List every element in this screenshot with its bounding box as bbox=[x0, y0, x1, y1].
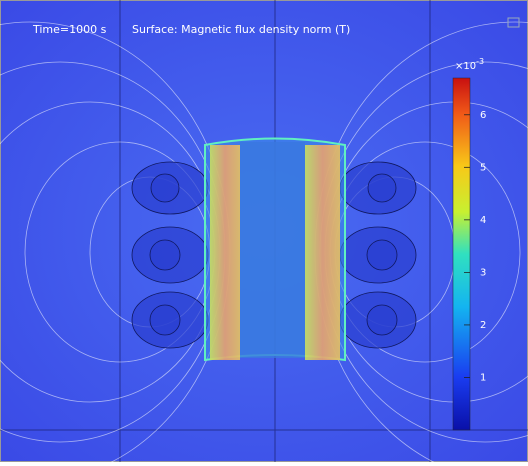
plot-title: Surface: Magnetic flux density norm (T) bbox=[132, 23, 350, 36]
plot: Time=1000 s Surface: Magnetic flux densi… bbox=[0, 0, 528, 462]
colorbar-tick-label: 1 bbox=[480, 372, 486, 383]
colorbar-tick-label: 3 bbox=[480, 267, 486, 278]
colorbar-tick-label: 2 bbox=[480, 320, 486, 331]
time-label: Time=1000 s bbox=[32, 23, 107, 36]
colorbar-tick-label: 4 bbox=[480, 215, 486, 226]
colorbar-tick-label: 5 bbox=[480, 162, 486, 173]
core bbox=[205, 139, 345, 361]
colorbar-tick-label: 6 bbox=[480, 110, 486, 121]
